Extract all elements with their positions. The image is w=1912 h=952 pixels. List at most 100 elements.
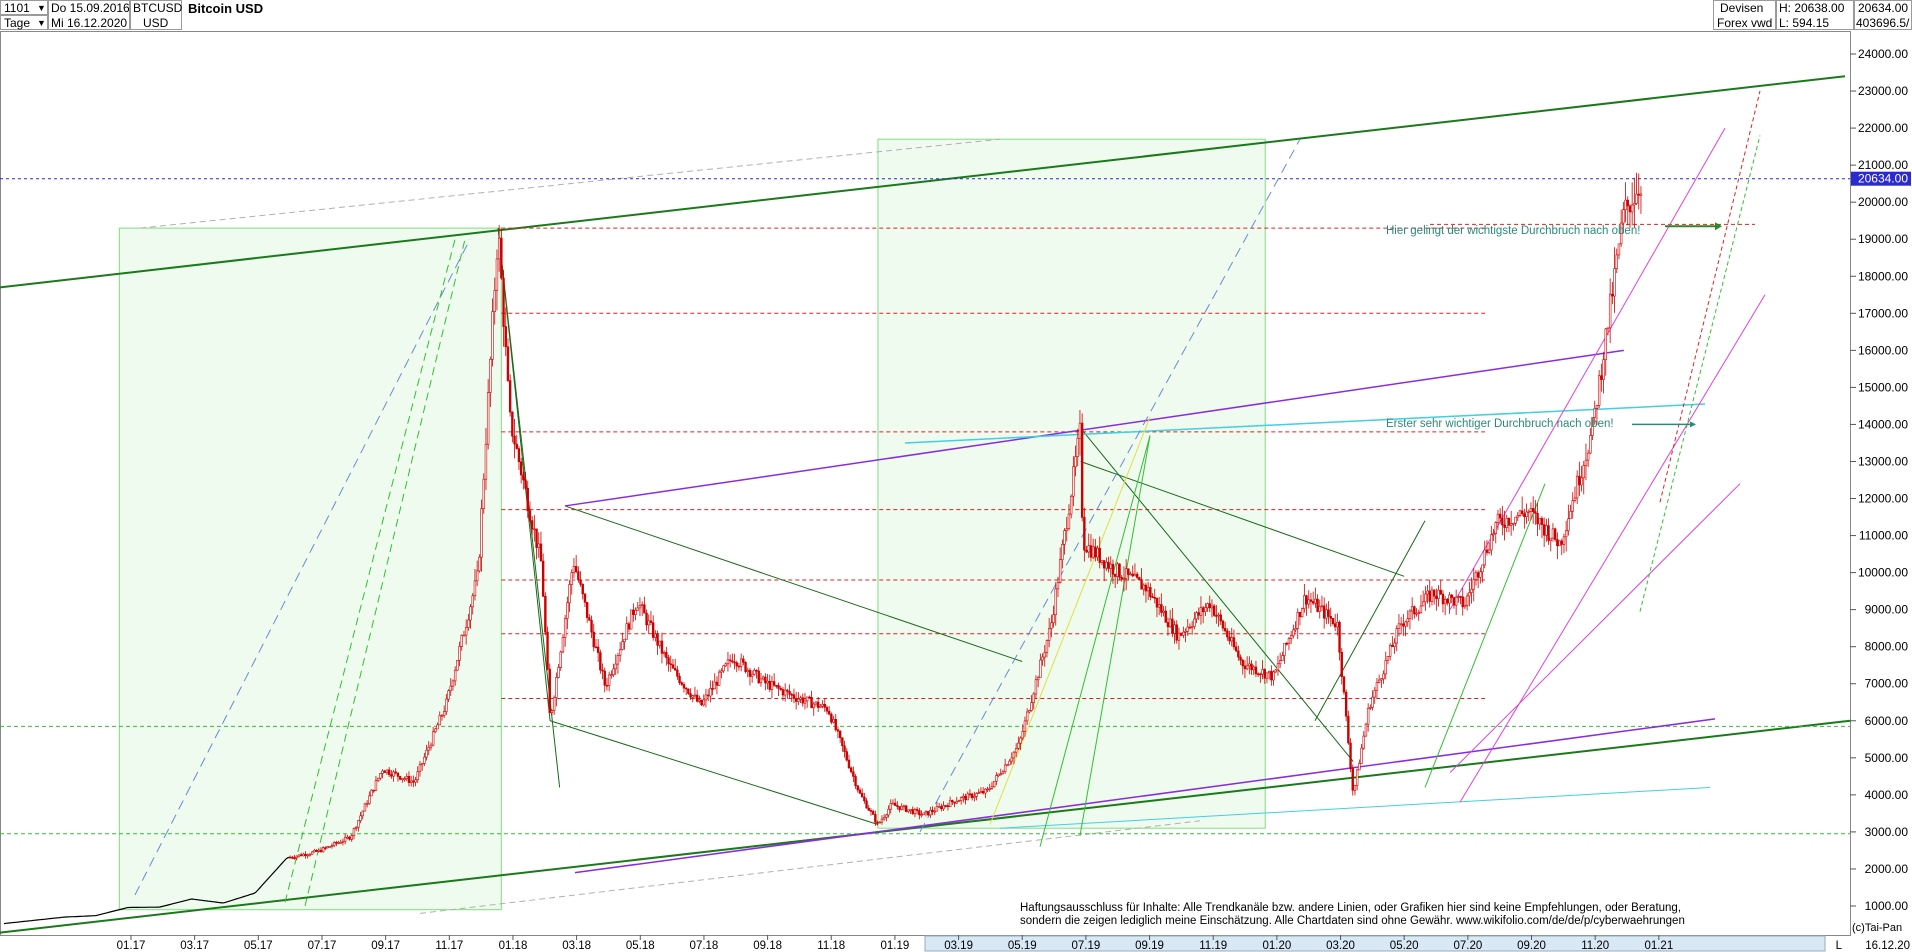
candle-body-414 [1199,607,1203,616]
candle-body-21 [335,842,338,844]
candle-body-11 [313,849,316,853]
candle-body-459 [1298,612,1302,618]
period-select[interactable]: 1101 ▼ [0,0,48,15]
candle-body-15 [321,847,325,853]
ytick-label-6: 7000.00 [1865,677,1909,691]
ytick-label-7: 8000.00 [1865,640,1909,654]
candle-body-323 [999,773,1002,776]
candle-body-93 [493,290,496,312]
candle-body-485 [1355,769,1359,786]
candle-body-507 [1404,621,1407,627]
candle-body-195 [717,671,721,686]
candle-body-97 [502,277,505,327]
xtick-label-23: 11.20 [1581,940,1609,952]
candle-body-201 [731,660,734,663]
candle-body-57 [414,779,417,783]
candle-body-607 [1624,199,1627,210]
ytick-label-13: 14000.00 [1858,417,1908,431]
candle-body-218 [768,680,771,690]
candle-body-461 [1303,595,1306,609]
ytick-label-8: 9000.00 [1865,603,1909,617]
candle-body-238 [812,703,815,709]
candle-body-505 [1399,623,1403,626]
candle-body-454 [1287,638,1291,644]
candle-body-290 [926,811,930,816]
unit-select[interactable]: Tage ▼ [0,15,48,30]
candle-body-10 [310,851,314,855]
candle-body-465 [1311,601,1315,604]
candle-body-422 [1217,614,1220,617]
candle-body-601 [1611,293,1614,297]
candle-body-43 [383,770,386,773]
candle-body-48 [394,771,397,774]
candle-body-267 [876,821,879,824]
highlight-box-1 [118,227,502,911]
candle-body-31 [357,820,360,828]
candle-body-291 [929,810,932,816]
candle-body-207 [744,662,747,672]
candle-body-316 [984,788,987,794]
candle-body-428 [1230,637,1233,642]
candle-body-446 [1270,670,1273,681]
date-range[interactable]: Do 15.09.2016 Mi 16.12.2020 [48,0,130,30]
trend-main-upper [0,75,1846,289]
candle-body-553 [1505,517,1508,528]
axis-corner-label: L [1836,940,1843,952]
candle-body-371 [1105,561,1108,569]
candle-body-552 [1503,524,1506,528]
candle-body-301 [951,800,954,803]
candle-body-203 [735,662,738,667]
candle-body-182 [689,693,692,698]
xtick-label-5: 11.17 [435,940,463,952]
candle-body-245 [827,710,831,715]
candle-body-270 [882,817,886,820]
xtick-label-16: 09.19 [1135,940,1164,952]
candle-body-600 [1608,293,1612,329]
candle-body-276 [896,805,899,807]
candle-body-420 [1212,605,1216,616]
candle-body-409 [1188,626,1192,629]
source: Forex vwd [1717,16,1773,30]
candle-body-244 [825,706,829,712]
candle-body-171 [665,652,668,658]
candle-body-64 [429,744,433,748]
candle-body-425 [1223,627,1227,632]
candle-body-582 [1569,510,1572,520]
candle-body-89 [484,443,488,480]
candle-body-440 [1256,673,1260,676]
candle-body-134 [583,593,587,603]
candle-body-307 [964,795,967,801]
candle-body-439 [1254,666,1258,675]
steep-green-2 [1079,435,1151,836]
candle-body-200 [728,659,732,662]
candle-body-445 [1267,670,1271,674]
candle-body-287 [920,814,923,816]
candle-body-475 [1333,623,1337,628]
candle-body-608 [1626,199,1629,207]
candle-body-191 [709,688,712,697]
candle-body-289 [924,811,928,814]
candle-body-190 [706,694,710,697]
candle-body-399 [1166,622,1170,628]
candle-body-384 [1133,573,1137,577]
candle-body-283 [911,809,914,815]
candle-body-609 [1628,205,1632,213]
candle-body-160 [640,604,644,607]
candle-body-98 [504,326,507,348]
candle-body-431 [1237,650,1240,658]
candle-body-337 [1030,702,1033,711]
candle-body-550 [1498,513,1502,519]
candle-body-528 [1450,594,1453,598]
candle-body-261 [863,796,866,802]
candle-body-305 [959,797,963,801]
candle-body-231 [797,698,800,702]
candle-body-447 [1272,671,1275,681]
candle-body-470 [1322,605,1326,619]
candle-body-594 [1595,405,1599,409]
ytick-label-12: 13000.00 [1858,454,1908,468]
candle-body-109 [528,510,532,521]
symbol-box[interactable]: BTCUSD USD [130,0,182,30]
copyright: (c)Tai-Pan [1852,922,1903,934]
candle-body-224 [781,689,785,696]
candle-body-247 [832,719,835,723]
